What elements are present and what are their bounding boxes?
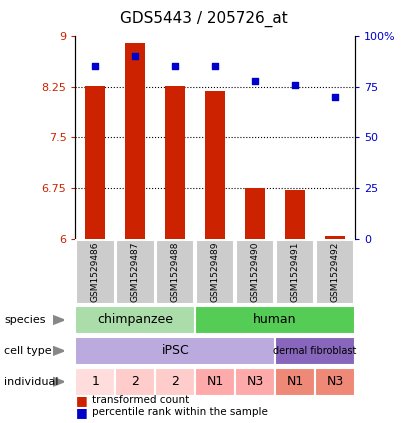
FancyBboxPatch shape: [156, 240, 195, 304]
Bar: [125, 43, 145, 239]
Text: human: human: [253, 313, 297, 327]
Bar: [205, 91, 225, 239]
Text: N1: N1: [286, 375, 304, 388]
FancyBboxPatch shape: [276, 240, 314, 304]
Text: percentile rank within the sample: percentile rank within the sample: [92, 407, 268, 418]
Text: dermal fibroblast: dermal fibroblast: [273, 346, 357, 356]
Bar: [165, 86, 185, 239]
FancyBboxPatch shape: [275, 337, 355, 365]
Point: [332, 93, 338, 100]
Text: GSM1529487: GSM1529487: [131, 242, 140, 302]
Polygon shape: [53, 377, 64, 386]
Point: [212, 63, 219, 70]
Point: [292, 81, 298, 88]
Point: [92, 63, 99, 70]
Point: [132, 53, 139, 60]
FancyBboxPatch shape: [116, 240, 155, 304]
FancyBboxPatch shape: [76, 240, 115, 304]
Text: 2: 2: [131, 375, 139, 388]
Text: ■: ■: [75, 406, 87, 419]
Text: GDS5443 / 205726_at: GDS5443 / 205726_at: [120, 11, 288, 27]
Bar: [325, 236, 345, 239]
Point: [252, 77, 258, 84]
Point: [172, 63, 179, 70]
FancyBboxPatch shape: [236, 240, 274, 304]
FancyBboxPatch shape: [196, 240, 234, 304]
Text: GSM1529491: GSM1529491: [290, 242, 299, 302]
FancyBboxPatch shape: [75, 337, 275, 365]
FancyBboxPatch shape: [75, 306, 195, 334]
FancyBboxPatch shape: [75, 368, 115, 396]
Text: individual: individual: [4, 377, 59, 387]
FancyBboxPatch shape: [195, 306, 355, 334]
FancyBboxPatch shape: [155, 368, 195, 396]
FancyBboxPatch shape: [315, 368, 355, 396]
Polygon shape: [53, 316, 64, 324]
FancyBboxPatch shape: [316, 240, 354, 304]
Text: transformed count: transformed count: [92, 395, 189, 405]
Text: cell type: cell type: [4, 346, 52, 356]
Text: GSM1529489: GSM1529489: [211, 242, 220, 302]
Text: 1: 1: [91, 375, 100, 388]
Text: GSM1529488: GSM1529488: [171, 242, 180, 302]
Text: GSM1529490: GSM1529490: [251, 242, 259, 302]
Text: N3: N3: [246, 375, 264, 388]
Text: GSM1529486: GSM1529486: [91, 242, 100, 302]
Bar: [85, 86, 105, 239]
FancyBboxPatch shape: [235, 368, 275, 396]
FancyBboxPatch shape: [275, 368, 315, 396]
Text: chimpanzee: chimpanzee: [98, 313, 173, 327]
Text: 2: 2: [171, 375, 179, 388]
Text: iPSC: iPSC: [162, 344, 189, 357]
Polygon shape: [53, 346, 64, 355]
Text: N3: N3: [326, 375, 344, 388]
Bar: [285, 190, 305, 239]
FancyBboxPatch shape: [115, 368, 155, 396]
Text: ■: ■: [75, 394, 87, 407]
FancyBboxPatch shape: [195, 368, 235, 396]
Text: GSM1529492: GSM1529492: [330, 242, 339, 302]
Text: N1: N1: [206, 375, 224, 388]
Bar: [245, 187, 265, 239]
Text: species: species: [4, 315, 46, 325]
